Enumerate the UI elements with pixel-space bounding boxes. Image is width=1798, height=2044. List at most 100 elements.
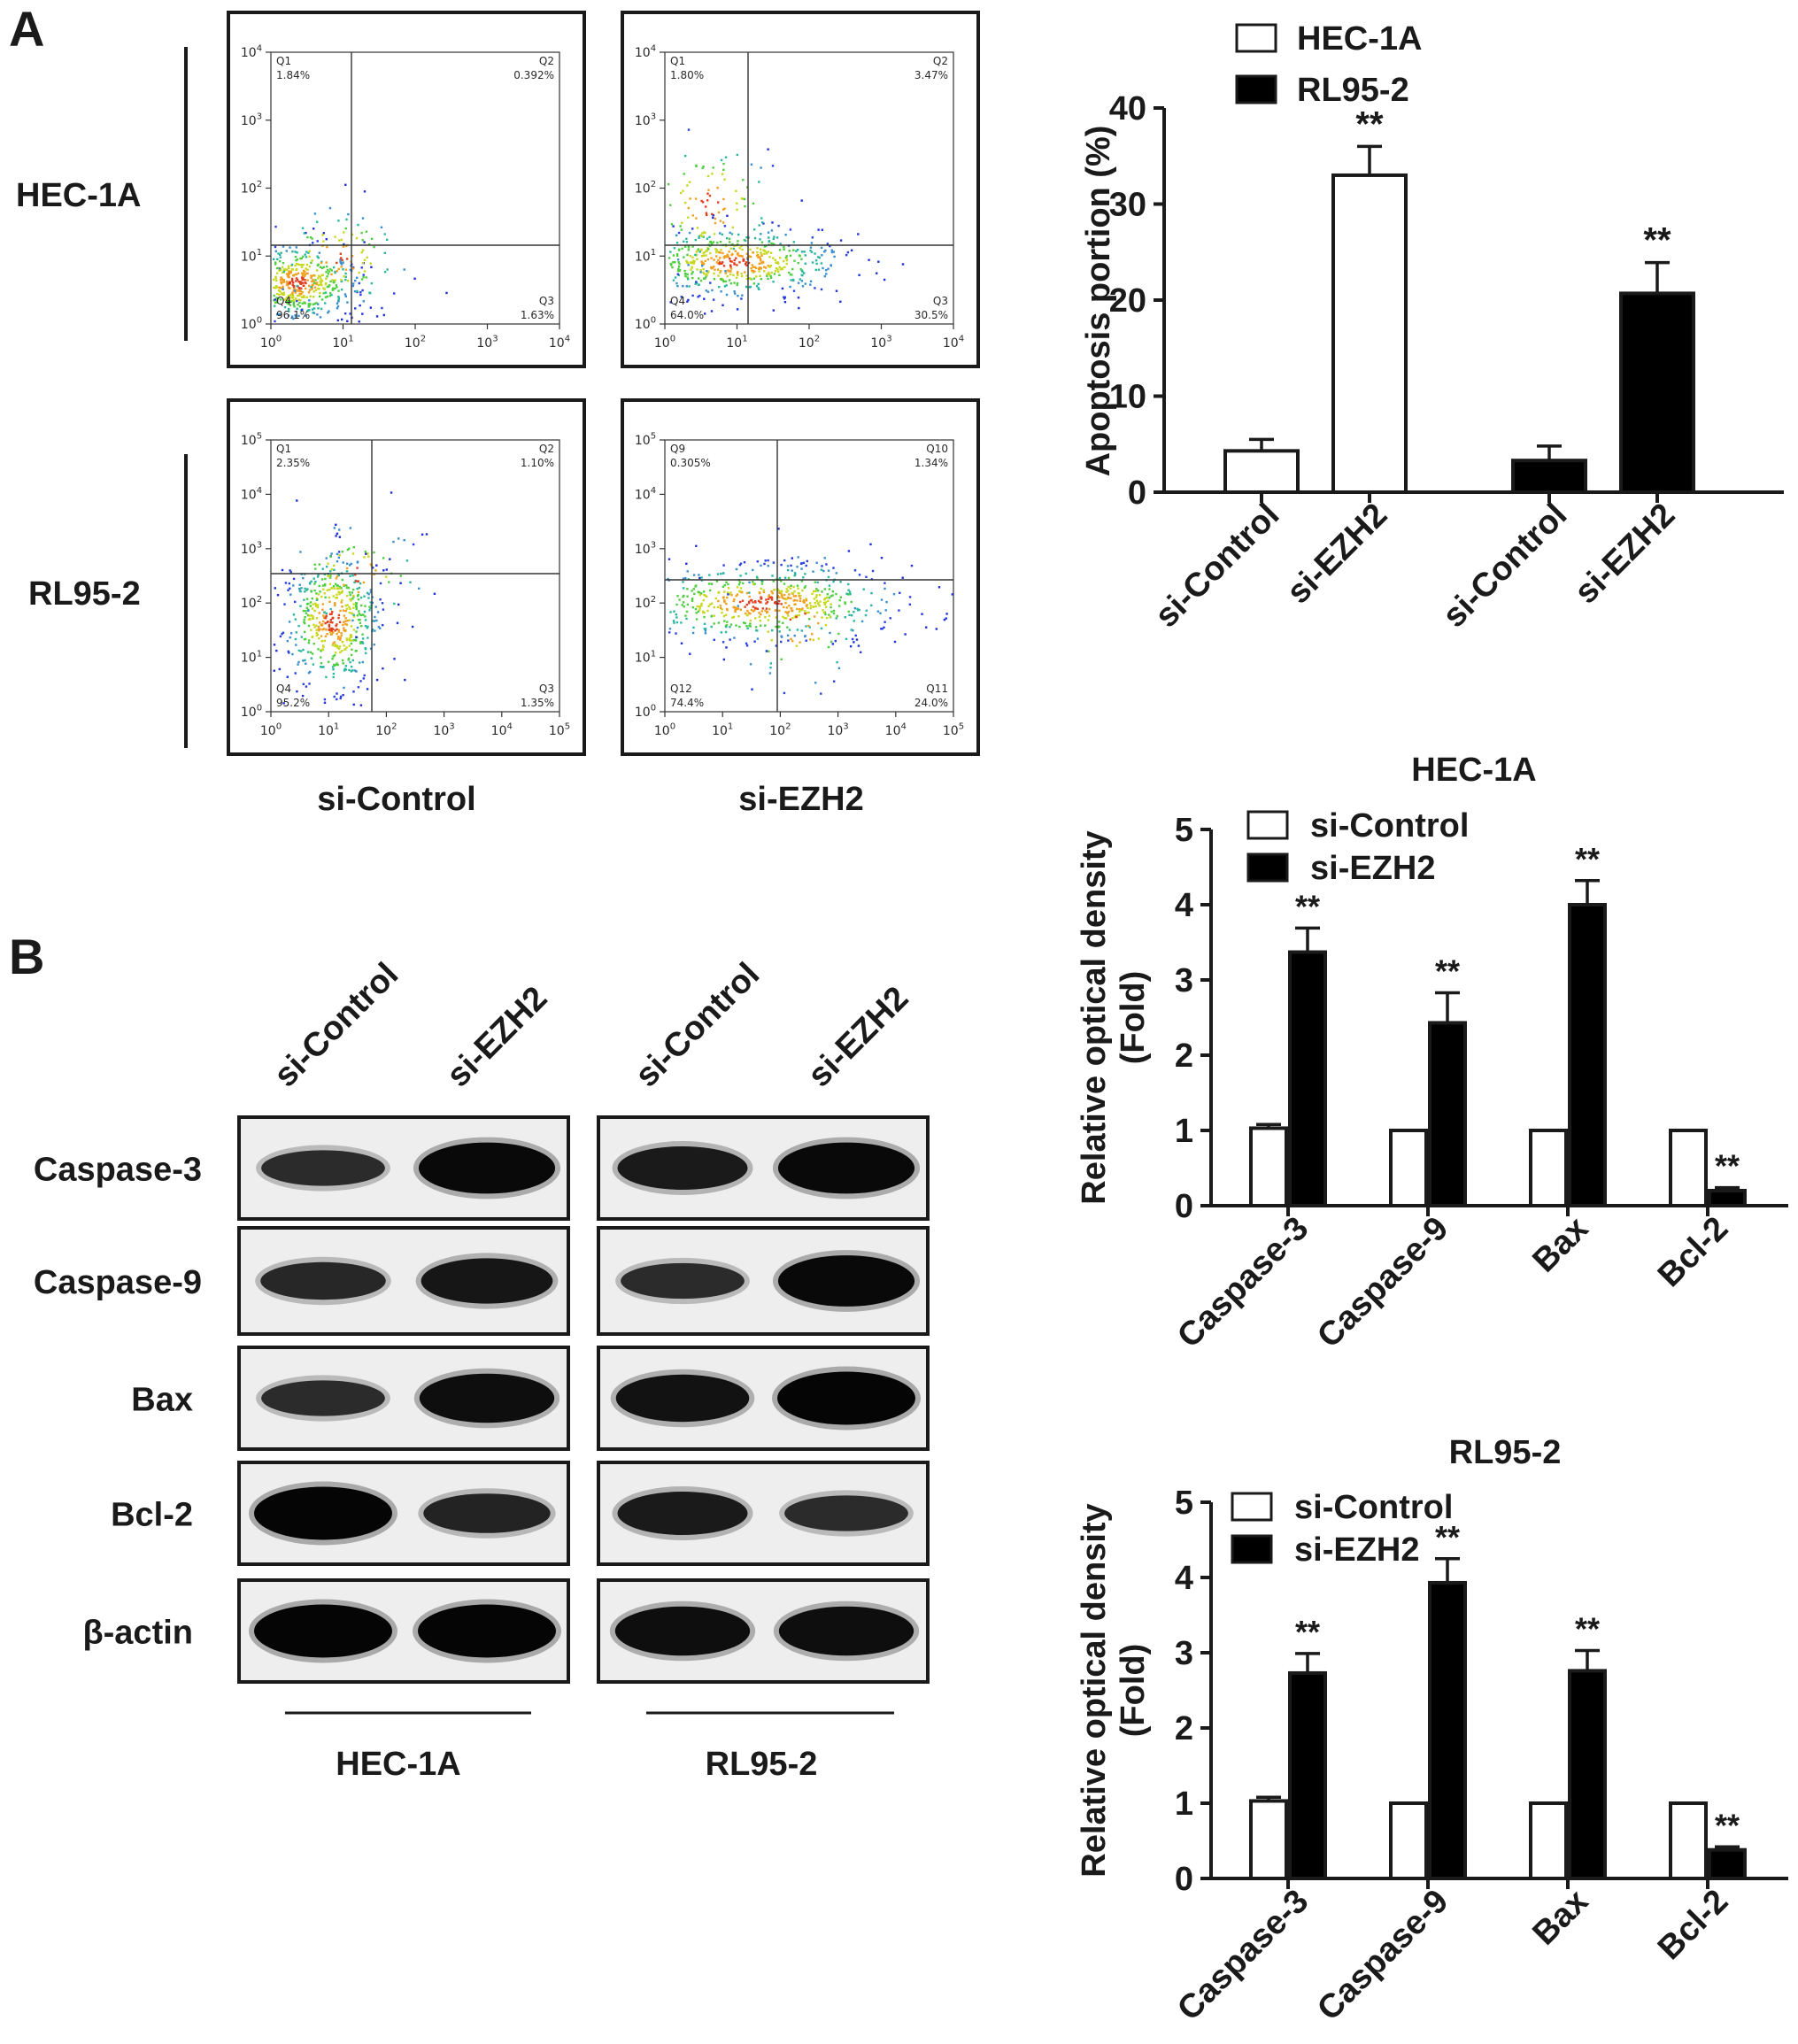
flow-event-dot: [812, 570, 814, 573]
flow-event-dot: [675, 234, 678, 237]
flow-event-dot: [799, 610, 801, 613]
flow-event-dot: [706, 258, 710, 261]
flow-quadrant-value: 96.1%: [276, 309, 310, 321]
flow-event-dot: [705, 275, 707, 278]
flow-event-dot: [335, 535, 337, 537]
flow-event-dot: [328, 623, 331, 627]
flow-event-dot: [379, 627, 382, 629]
flow-event-dot: [337, 613, 341, 617]
flow-event-dot: [319, 621, 321, 624]
flow-event-dot: [323, 701, 327, 704]
flow-event-dot: [325, 271, 328, 274]
flow-event-dot: [735, 189, 737, 192]
flow-event-dot: [805, 564, 807, 567]
blot-band: [617, 1492, 748, 1535]
flow-event-dot: [724, 630, 728, 634]
flow-event-dot: [672, 279, 675, 282]
flow-event-dot: [820, 262, 823, 265]
flow-event-dot: [943, 618, 946, 621]
bar: [1389, 1801, 1428, 1880]
flow-event-dot: [343, 293, 347, 296]
flow-event-dot: [677, 267, 680, 271]
flow-event-dot: [822, 601, 826, 605]
flow-event-dot: [730, 594, 733, 597]
flow-y-tick-label: 102: [635, 595, 656, 611]
flow-event-dot: [343, 629, 345, 632]
flow-event-dot: [295, 273, 298, 276]
flow-event-dot: [361, 637, 365, 640]
flow-event-dot: [343, 275, 345, 278]
flow-event-dot: [316, 575, 320, 578]
flow-event-dot: [338, 592, 341, 596]
flow-event-dot: [339, 260, 342, 263]
flow-event-dot: [320, 624, 323, 627]
flow-event-dot: [855, 638, 859, 641]
flow-event-dot: [752, 605, 754, 608]
flow-event-dot: [702, 268, 705, 271]
flow-event-dot: [337, 636, 340, 638]
x-tick-label: si-EZH2: [1568, 497, 1683, 612]
flow-event-dot: [883, 626, 885, 629]
flow-event-dot: [316, 240, 319, 243]
flow-y-tick-label: 102: [635, 180, 656, 196]
flow-x-tick-label: 101: [712, 722, 733, 738]
flow-event-dot: [770, 242, 773, 245]
flow-event-dot: [323, 584, 327, 587]
flow-event-dot: [745, 236, 748, 239]
flow-event-dot: [350, 665, 353, 668]
flow-event-dot: [315, 282, 318, 286]
flow-event-dot: [717, 621, 720, 624]
flow-x-tick-label: 101: [726, 335, 747, 351]
blot-membrane: [237, 1115, 570, 1221]
flow-event-dot: [383, 233, 386, 235]
flow-event-dot: [738, 590, 742, 593]
flow-event-dot: [758, 288, 760, 290]
flow-event-dot: [844, 601, 846, 604]
flow-event-dot: [345, 646, 348, 649]
flow-event-dot: [290, 263, 294, 266]
flow-event-dot: [719, 232, 722, 235]
flow-event-dot: [310, 276, 313, 280]
flow-event-dot: [848, 590, 852, 593]
flow-event-dot: [355, 670, 358, 673]
flow-quadrant-name: Q1: [276, 55, 291, 67]
flow-event-dot: [683, 605, 685, 608]
flow-event-dot: [357, 686, 360, 689]
flow-event-dot: [738, 261, 741, 264]
flow-event-dot: [702, 271, 705, 274]
flow-event-dot: [320, 298, 324, 301]
flow-event-dot: [288, 267, 290, 270]
flow-event-dot: [369, 647, 373, 650]
flow-event-dot: [823, 557, 826, 559]
flow-event-dot: [729, 267, 733, 270]
flow-event-dot: [802, 576, 805, 579]
flow-event-dot: [684, 272, 687, 275]
flow-event-dot: [768, 240, 771, 243]
flow-event-dot: [336, 552, 339, 556]
flow-event-dot: [684, 577, 687, 580]
flow-event-dot: [319, 291, 321, 295]
flow-event-dot: [278, 269, 281, 272]
flow-event-dot: [295, 246, 297, 249]
flow-event-dot: [799, 594, 802, 598]
flow-event-dot: [684, 245, 687, 248]
flow-event-dot: [682, 581, 684, 583]
flow-event-dot: [338, 536, 341, 538]
flow-event-dot: [768, 607, 771, 611]
bar: [1669, 1129, 1708, 1207]
flow-event-dot: [800, 567, 803, 570]
flow-event-dot: [324, 577, 327, 581]
flow-event-dot: [686, 253, 689, 257]
y-tick-label: 30: [1109, 187, 1146, 224]
flow-event-dot: [287, 265, 290, 267]
flow-event-dot: [365, 276, 367, 279]
flow-event-dot: [295, 631, 297, 634]
flow-quadrant-value: 64.0%: [670, 309, 704, 321]
flow-event-dot: [729, 231, 731, 235]
flow-event-dot: [760, 610, 763, 613]
flow-event-dot: [703, 611, 706, 614]
flow-event-dot: [337, 300, 340, 303]
flow-event-dot: [327, 562, 329, 565]
flow-event-dot: [316, 255, 319, 258]
flow-event-dot: [691, 276, 694, 280]
